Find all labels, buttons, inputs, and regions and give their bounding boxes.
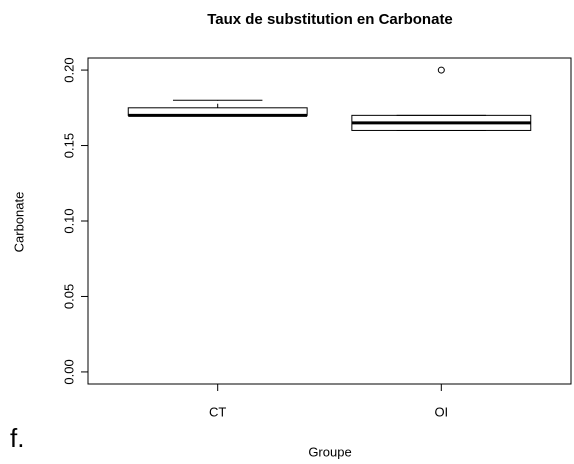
- y-tick-label: 0.10: [61, 208, 76, 233]
- x-axis-label: Groupe: [308, 444, 351, 459]
- annotation: f.: [10, 423, 24, 453]
- y-axis-label: Carbonate: [11, 192, 26, 253]
- y-tick-label: 0.05: [61, 284, 76, 309]
- chart-title: Taux de substitution en Carbonate: [207, 11, 453, 28]
- x-tick-label: CT: [209, 404, 226, 419]
- outlier: [437, 66, 445, 74]
- y-tick-label: 0.00: [61, 359, 76, 384]
- x-tick-label: OI: [434, 404, 448, 419]
- plot-frame: [87, 57, 572, 385]
- y-tick-label: 0.20: [61, 57, 76, 82]
- y-tick-label: 0.15: [61, 133, 76, 158]
